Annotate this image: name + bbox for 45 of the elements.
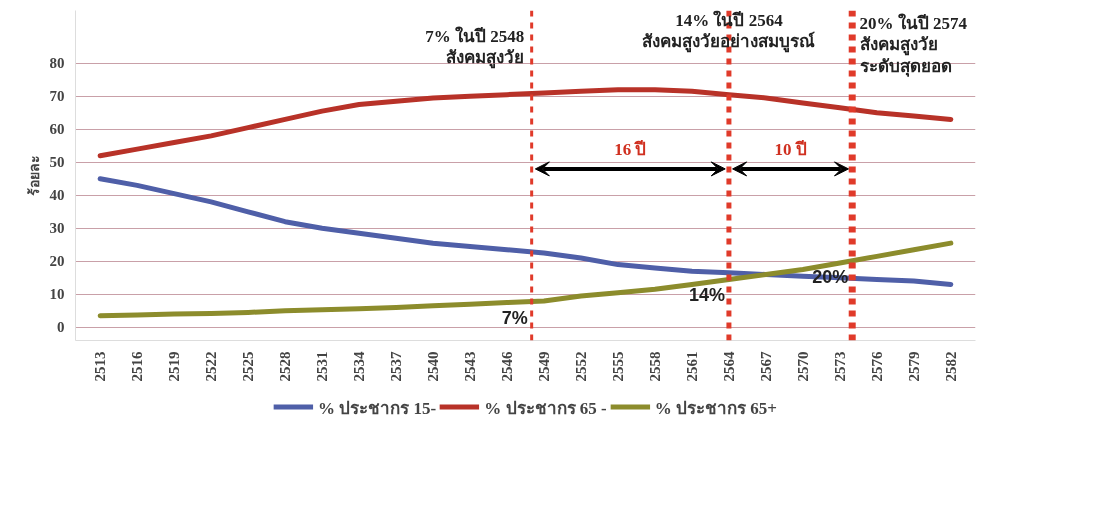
annotation: 7% [501,307,528,328]
y-tick-label: 50 [49,154,65,171]
x-tick-label: 2522 [203,351,220,382]
ref-line-label: 14% ในปี 2564 สังคมสูงวัยอย่างสมบูรณ์ [642,9,816,53]
annotation: 14% [688,285,725,306]
x-tick-label: 2561 [683,351,700,382]
x-tick-label: 2519 [166,351,183,382]
x-tick-label: 2525 [240,351,257,382]
y-tick-label: 0 [57,319,65,336]
legend-label: % ประชากร 65+ [654,397,777,419]
x-tick-label: 2558 [646,351,663,382]
y-tick-label: 20 [49,253,65,270]
x-tick-label: 2537 [388,351,405,382]
x-tick-label: 2528 [277,351,294,382]
x-tick-label: 2552 [572,351,589,382]
y-tick-label: 60 [49,121,65,138]
x-tick-label: 2549 [535,351,552,382]
annotation: 16 ปี [614,138,647,159]
legend-label: % ประชากร 15- [318,397,437,419]
annotation: 10 ปี [774,138,807,159]
ref-line-label: 20% ในปี 2574 สังคมสูงวัย ระดับสุดยอด [859,12,968,77]
x-tick-label: 2564 [720,351,737,382]
y-tick-label: 70 [49,88,65,105]
y-tick-label: 80 [49,55,65,72]
y-tick-label: 10 [49,286,65,303]
x-tick-label: 2582 [942,351,959,382]
x-tick-label: 2513 [92,351,109,382]
x-tick-label: 2579 [905,351,922,382]
x-tick-label: 2567 [757,351,774,382]
x-tick-label: 2531 [314,351,331,382]
x-tick-label: 2570 [794,351,811,382]
x-tick-label: 2534 [351,351,368,382]
x-tick-label: 2546 [499,351,516,382]
x-tick-label: 2576 [868,351,885,382]
y-axis-title: ร้อยละ [26,155,42,196]
y-tick-label: 40 [49,187,65,204]
x-tick-label: 2555 [609,351,626,382]
x-tick-label: 2543 [462,351,479,382]
ref-line-label: 7% ในปี 2548 สังคมสูงวัย [425,26,525,70]
x-tick-label: 2573 [831,351,848,382]
x-tick-label: 2516 [129,351,146,382]
annotation: 20% [812,267,849,288]
y-tick-label: 30 [49,220,65,237]
x-tick-label: 2540 [425,351,442,382]
legend-label: % ประชากร 65 - [484,397,607,419]
